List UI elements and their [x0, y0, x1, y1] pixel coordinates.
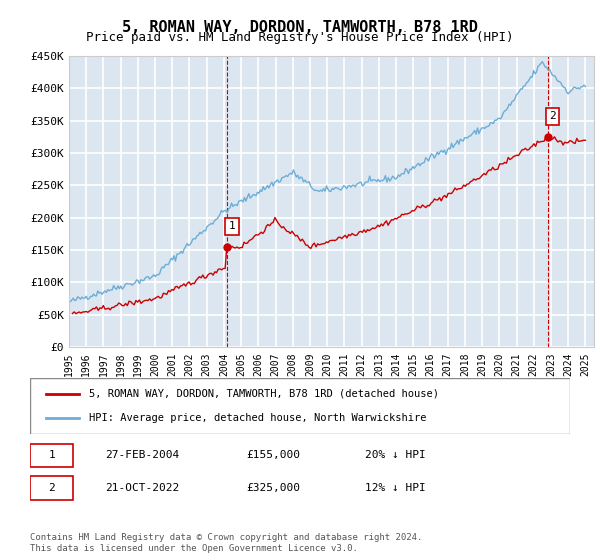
Text: 2: 2	[48, 483, 55, 493]
Text: 20% ↓ HPI: 20% ↓ HPI	[365, 450, 425, 460]
Text: Price paid vs. HM Land Registry's House Price Index (HPI): Price paid vs. HM Land Registry's House …	[86, 31, 514, 44]
Text: Contains HM Land Registry data © Crown copyright and database right 2024.
This d: Contains HM Land Registry data © Crown c…	[30, 533, 422, 553]
Text: 27-FEB-2004: 27-FEB-2004	[106, 450, 180, 460]
Text: £155,000: £155,000	[246, 450, 300, 460]
Text: 1: 1	[48, 450, 55, 460]
Text: HPI: Average price, detached house, North Warwickshire: HPI: Average price, detached house, Nort…	[89, 413, 427, 423]
Text: 1: 1	[229, 221, 235, 231]
FancyBboxPatch shape	[30, 378, 570, 434]
Text: 12% ↓ HPI: 12% ↓ HPI	[365, 483, 425, 493]
Text: 5, ROMAN WAY, DORDON, TAMWORTH, B78 1RD: 5, ROMAN WAY, DORDON, TAMWORTH, B78 1RD	[122, 20, 478, 35]
FancyBboxPatch shape	[30, 444, 73, 467]
Text: 21-OCT-2022: 21-OCT-2022	[106, 483, 180, 493]
Text: £325,000: £325,000	[246, 483, 300, 493]
FancyBboxPatch shape	[30, 477, 73, 500]
Text: 2: 2	[550, 111, 556, 121]
Text: 5, ROMAN WAY, DORDON, TAMWORTH, B78 1RD (detached house): 5, ROMAN WAY, DORDON, TAMWORTH, B78 1RD …	[89, 389, 439, 399]
